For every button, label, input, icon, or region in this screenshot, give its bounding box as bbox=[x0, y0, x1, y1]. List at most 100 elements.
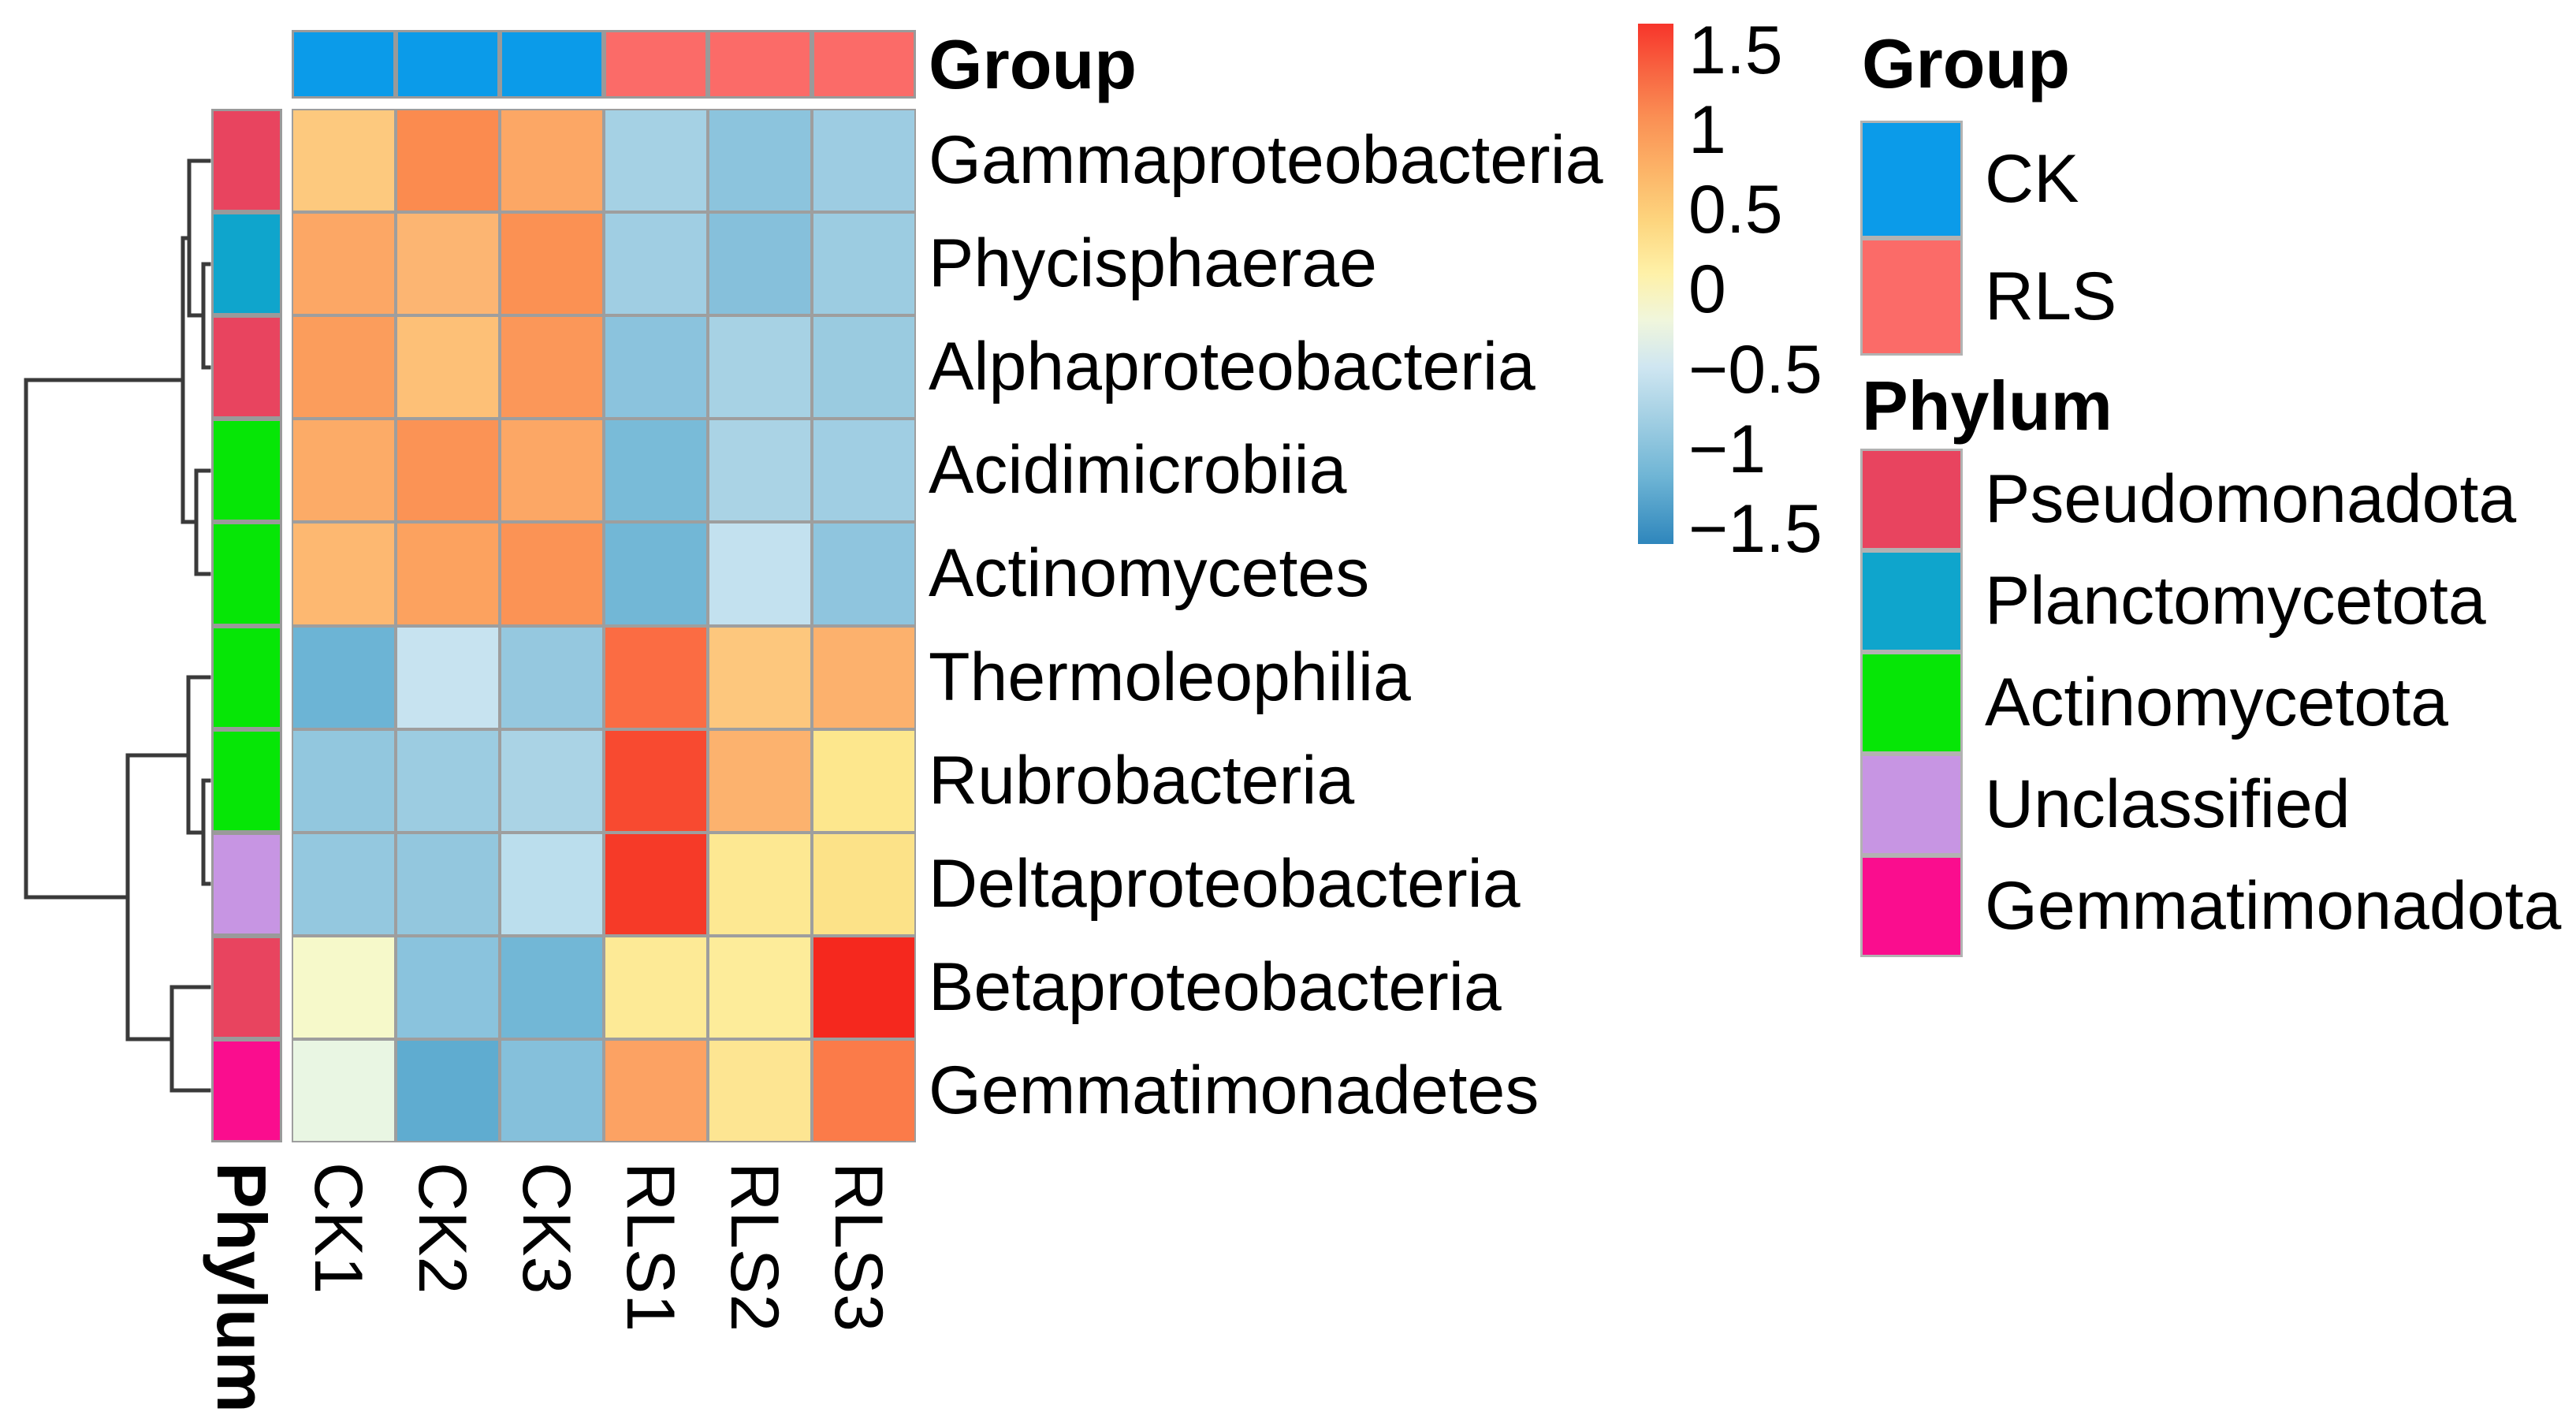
column-label-CK1: CK1 bbox=[300, 1162, 376, 1295]
heatmap-cell-Rubrobacteria-RLS2 bbox=[708, 728, 812, 833]
heatmap-cell-Actinomycetes-RLS2 bbox=[708, 522, 812, 626]
heatmap-cell-Actinomycetes-RLS3 bbox=[812, 522, 916, 626]
phylum-annotation-Rubrobacteria bbox=[211, 728, 282, 833]
phylum-annotation-Betaproteobacteria bbox=[211, 935, 282, 1039]
dendrogram-lines bbox=[24, 158, 211, 1093]
legend-item-Actinomycetota: Actinomycetota bbox=[1860, 652, 2561, 754]
heatmap-cell-Thermoleophilia-CK3 bbox=[500, 625, 604, 729]
heatmap-cell-Gemmatimonadetes-RLS1 bbox=[604, 1038, 708, 1142]
group-annotation-RLS1 bbox=[604, 30, 708, 99]
group-legend: CK RLS bbox=[1860, 121, 2116, 356]
phylum-legend-title: Phylum bbox=[1862, 367, 2113, 445]
heatmap-cell-Betaproteobacteria-CK1 bbox=[292, 935, 396, 1039]
colorbar bbox=[1638, 24, 1673, 544]
heatmap-cell-Thermoleophilia-RLS2 bbox=[708, 625, 812, 729]
heatmap-cell-Acidimicrobiia-RLS3 bbox=[812, 419, 916, 523]
heatmap-cell-Thermoleophilia-RLS1 bbox=[604, 625, 708, 729]
legend-swatch-Gemmatimonadota bbox=[1860, 855, 1963, 957]
heatmap-cell-Deltaproteobacteria-CK1 bbox=[292, 832, 396, 936]
row-label-Rubrobacteria: Rubrobacteria bbox=[929, 742, 1355, 818]
heatmap-cell-Alphaproteobacteria-RLS1 bbox=[604, 315, 708, 419]
phylum-annotation-column bbox=[211, 109, 282, 1142]
heatmap-cell-Deltaproteobacteria-CK3 bbox=[500, 832, 604, 936]
colorbar-tick-−0.5: −0.5 bbox=[1688, 331, 1822, 408]
phylum-axis-label: Phylum bbox=[203, 1162, 281, 1413]
group-legend-title: Group bbox=[1862, 24, 2070, 102]
legend-swatch-Pseudomonadota bbox=[1860, 449, 1963, 550]
legend-swatch-Actinomycetota bbox=[1860, 652, 1963, 754]
phylum-annotation-Deltaproteobacteria bbox=[211, 832, 282, 936]
heatmap-cell-Alphaproteobacteria-CK2 bbox=[396, 315, 500, 419]
group-annotation-bar bbox=[292, 30, 916, 99]
heatmap-cell-Gemmatimonadetes-CK1 bbox=[292, 1038, 396, 1142]
phylum-annotation-Gemmatimonadetes bbox=[211, 1038, 282, 1142]
legend-item-RLS: RLS bbox=[1860, 238, 2116, 356]
phylum-legend: Pseudomonadota Planctomycetota Actinomycet… bbox=[1860, 449, 2561, 957]
row-label-Thermoleophilia: Thermoleophilia bbox=[929, 639, 1411, 715]
phylum-annotation-Thermoleophilia bbox=[211, 625, 282, 729]
heatmap-cell-Actinomycetes-RLS1 bbox=[604, 522, 708, 626]
heatmap-cell-Betaproteobacteria-CK2 bbox=[396, 935, 500, 1039]
heatmap-cell-Deltaproteobacteria-RLS1 bbox=[604, 832, 708, 936]
row-label-Betaproteobacteria: Betaproteobacteria bbox=[929, 948, 1502, 1025]
heatmap-cell-Betaproteobacteria-RLS1 bbox=[604, 935, 708, 1039]
legend-item-CK: CK bbox=[1860, 121, 2116, 238]
colorbar-tick-0.5: 0.5 bbox=[1688, 172, 1783, 248]
legend-label-RLS: RLS bbox=[1985, 259, 2117, 334]
colorbar-tick-1: 1 bbox=[1688, 91, 1726, 168]
heatmap-cell-Gammaproteobacteria-CK1 bbox=[292, 109, 396, 213]
heatmap-cell-Gemmatimonadetes-CK3 bbox=[500, 1038, 604, 1142]
legend-item-Planctomycetota: Planctomycetota bbox=[1860, 550, 2561, 652]
heatmap-cell-Betaproteobacteria-RLS2 bbox=[708, 935, 812, 1039]
group-annotation-CK2 bbox=[396, 30, 500, 99]
colorbar-tick-−1: −1 bbox=[1688, 412, 1766, 487]
legend-label-Actinomycetota: Actinomycetota bbox=[1985, 665, 2448, 740]
heatmap-cell-Acidimicrobiia-CK1 bbox=[292, 419, 396, 523]
heatmap-cell-Deltaproteobacteria-RLS3 bbox=[812, 832, 916, 936]
phylum-annotation-Gammaproteobacteria bbox=[211, 109, 282, 213]
legend-label-Gemmatimonadota: Gemmatimonadota bbox=[1985, 868, 2562, 944]
legend-swatch-Planctomycetota bbox=[1860, 550, 1963, 652]
phylum-annotation-Actinomycetes bbox=[211, 522, 282, 626]
heatmap-grid bbox=[292, 109, 916, 1142]
legend-label-CK: CK bbox=[1985, 141, 2079, 217]
group-annotation-CK1 bbox=[292, 30, 396, 99]
row-label-Deltaproteobacteria: Deltaproteobacteria bbox=[929, 845, 1521, 922]
phylum-annotation-Acidimicrobiia bbox=[211, 419, 282, 523]
row-dendrogram bbox=[24, 158, 211, 1093]
heatmap-cell-Phycisphaerae-RLS3 bbox=[812, 212, 916, 316]
group-annotation-RLS2 bbox=[708, 30, 812, 99]
legend-item-Gemmatimonadota: Gemmatimonadota bbox=[1860, 855, 2561, 957]
row-label-Actinomycetes: Actinomycetes bbox=[929, 535, 1370, 612]
heatmap-cell-Gammaproteobacteria-CK3 bbox=[500, 109, 604, 213]
phylum-annotation-Alphaproteobacteria bbox=[211, 315, 282, 419]
heatmap-cell-Phycisphaerae-CK3 bbox=[500, 212, 604, 316]
legend-item-Unclassified: Unclassified bbox=[1860, 754, 2561, 855]
phylum-annotation-Phycisphaerae bbox=[211, 212, 282, 316]
colorbar-tick-0: 0 bbox=[1688, 252, 1726, 328]
row-label-Gemmatimonadetes: Gemmatimonadetes bbox=[929, 1052, 1539, 1128]
heatmap-cell-Rubrobacteria-RLS3 bbox=[812, 728, 916, 833]
row-label-Gammaproteobacteria: Gammaproteobacteria bbox=[929, 122, 1603, 199]
heatmap-cell-Gemmatimonadetes-CK2 bbox=[396, 1038, 500, 1142]
heatmap-cell-Gemmatimonadetes-RLS3 bbox=[812, 1038, 916, 1142]
heatmap-cell-Acidimicrobiia-CK3 bbox=[500, 419, 604, 523]
heatmap-cell-Acidimicrobiia-CK2 bbox=[396, 419, 500, 523]
heatmap-cell-Acidimicrobiia-RLS1 bbox=[604, 419, 708, 523]
heatmap-cell-Gammaproteobacteria-RLS3 bbox=[812, 109, 916, 213]
colorbar-tick-1.5: 1.5 bbox=[1688, 12, 1783, 88]
heatmap-cell-Actinomycetes-CK1 bbox=[292, 522, 396, 626]
group-annotation-RLS3 bbox=[812, 30, 916, 99]
heatmap-cell-Acidimicrobiia-RLS2 bbox=[708, 419, 812, 523]
heatmap-cell-Betaproteobacteria-RLS3 bbox=[812, 935, 916, 1039]
heatmap-cell-Thermoleophilia-CK1 bbox=[292, 625, 396, 729]
heatmap-cell-Deltaproteobacteria-RLS2 bbox=[708, 832, 812, 936]
column-label-CK3: CK3 bbox=[508, 1162, 584, 1295]
row-labels: Gammaproteobacteria Phycisphaerae Alphapro… bbox=[929, 109, 1701, 1142]
heatmap-cell-Phycisphaerae-CK1 bbox=[292, 212, 396, 316]
heatmap-cell-Actinomycetes-CK2 bbox=[396, 522, 500, 626]
legend-item-Pseudomonadota: Pseudomonadota bbox=[1860, 449, 2561, 550]
heatmap-cell-Phycisphaerae-RLS1 bbox=[604, 212, 708, 316]
heatmap-cell-Gammaproteobacteria-RLS1 bbox=[604, 109, 708, 213]
group-annotation-header: Group bbox=[929, 24, 1137, 103]
